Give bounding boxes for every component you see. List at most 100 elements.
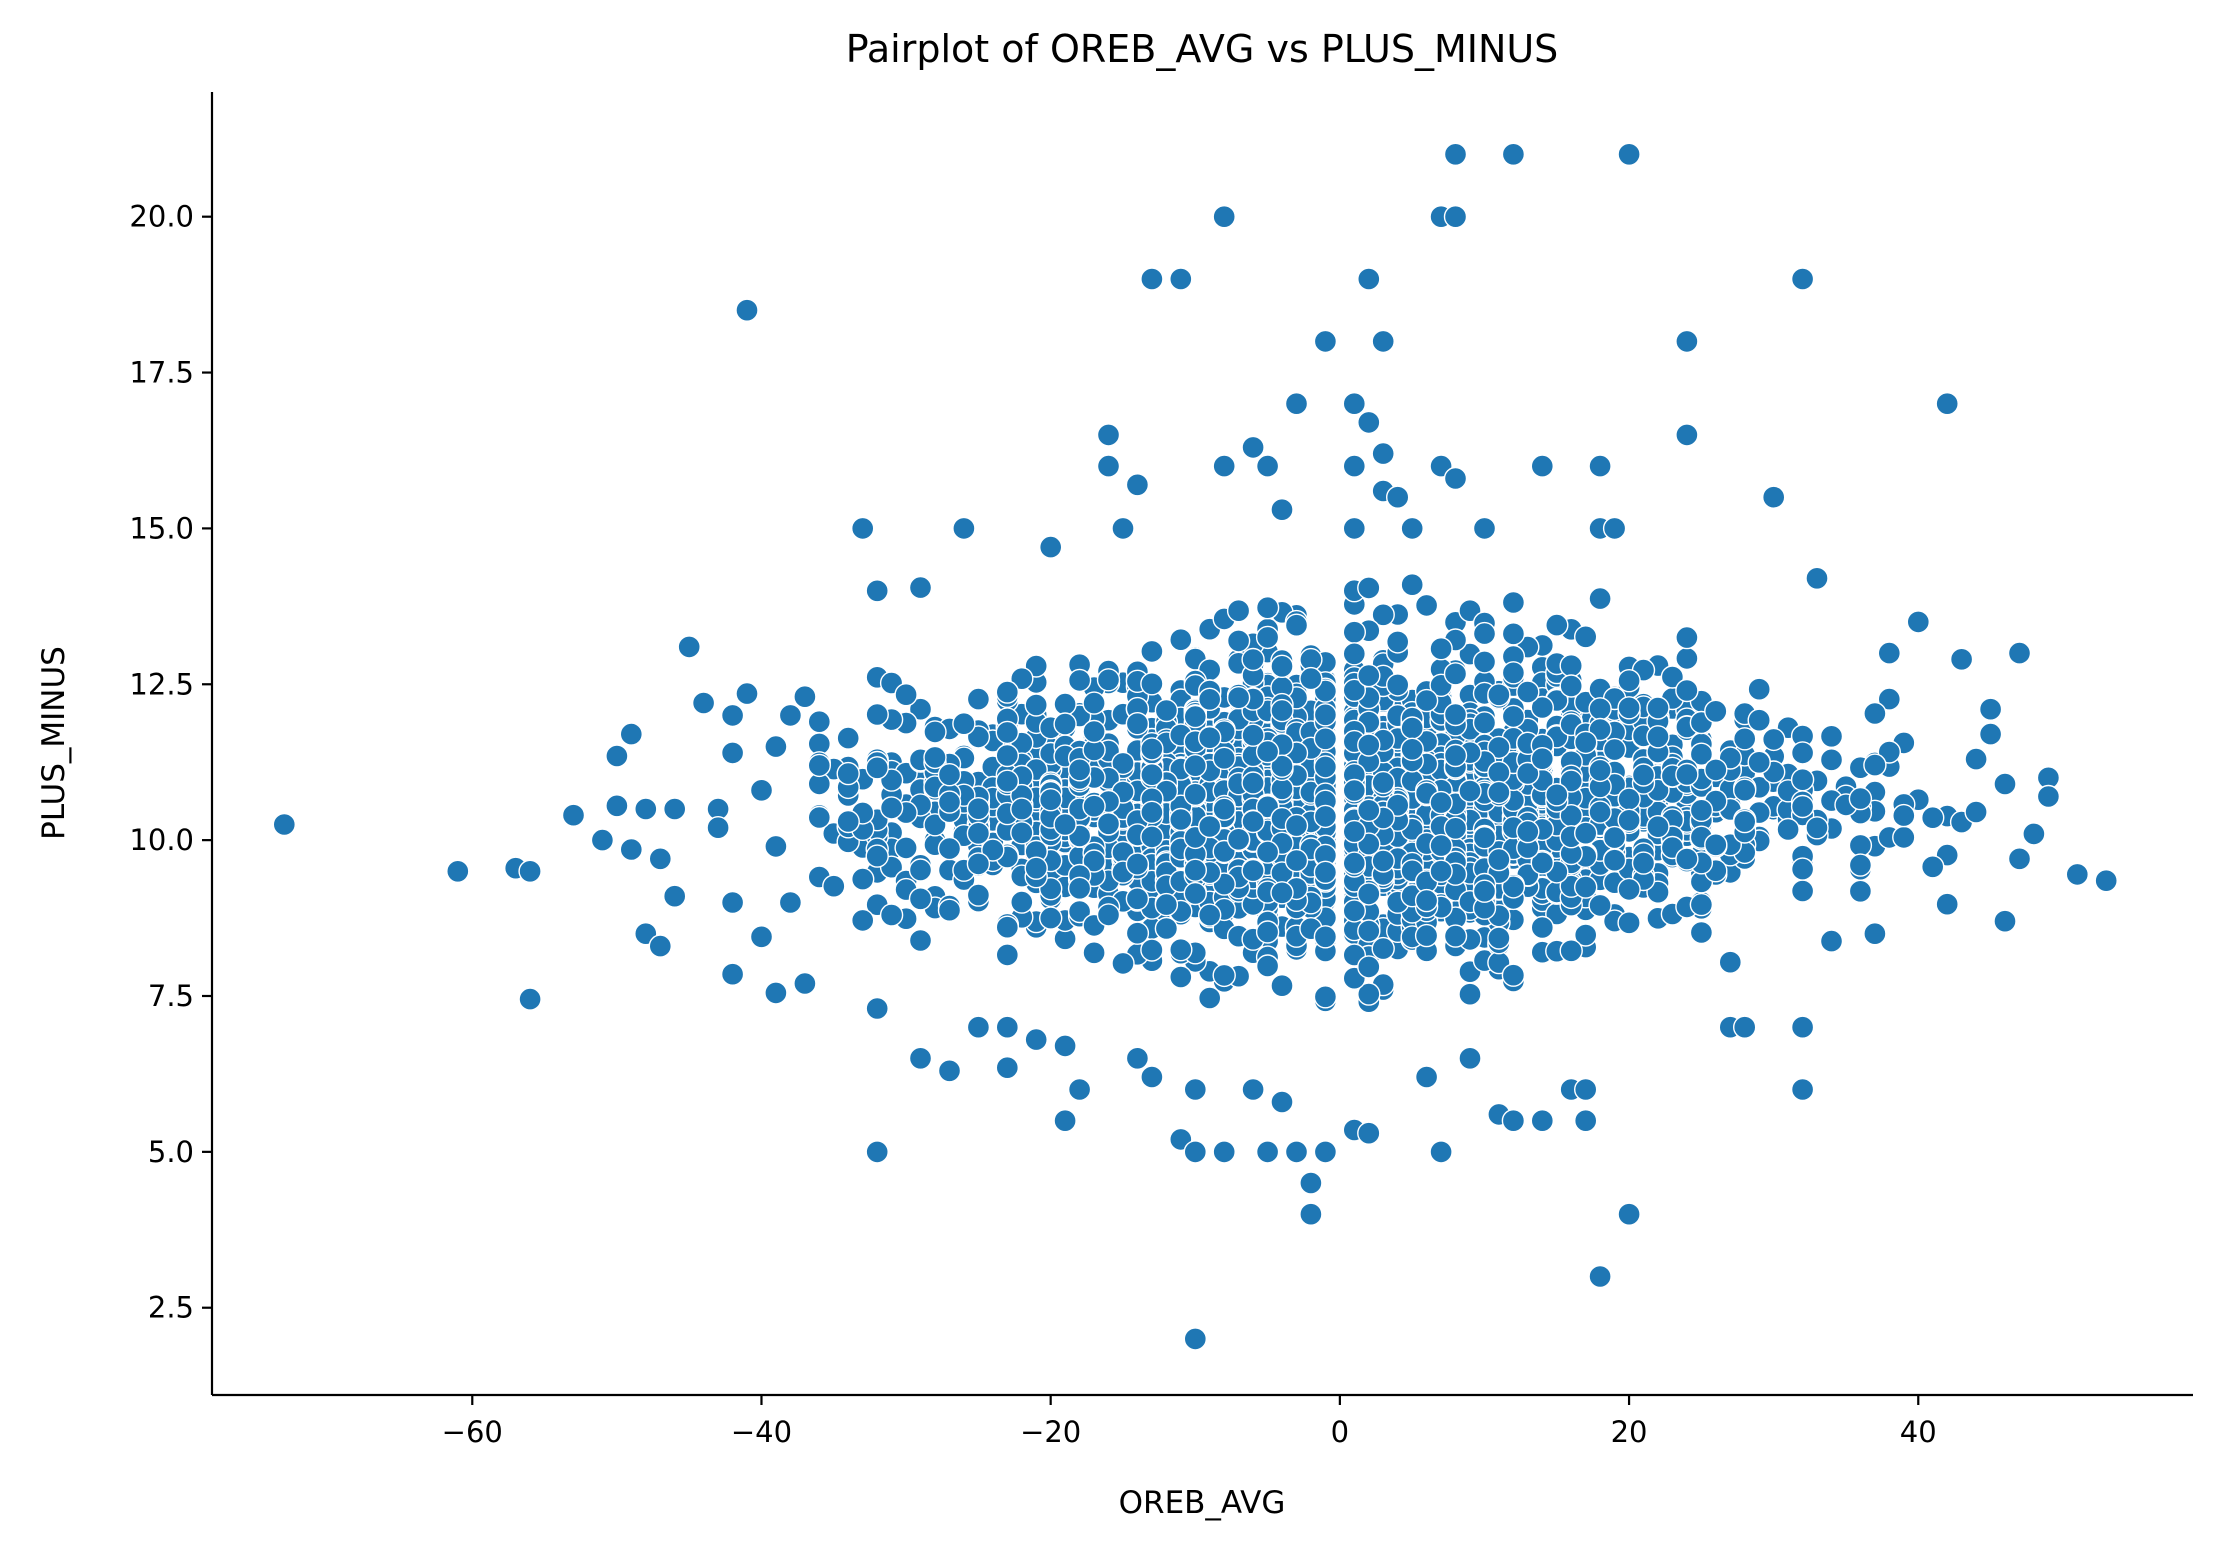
x-axis-label: OREB_AVG xyxy=(1119,1485,1286,1521)
data-point xyxy=(1747,750,1771,774)
y-tick-label: 2.5 xyxy=(148,1291,194,1325)
data-point xyxy=(1414,593,1439,618)
data-point xyxy=(764,981,788,1005)
data-point xyxy=(1559,674,1583,698)
data-point xyxy=(966,852,991,876)
data-point xyxy=(778,890,803,915)
data-point xyxy=(1183,782,1208,806)
data-point xyxy=(1443,142,1468,167)
data-point xyxy=(1978,722,2003,746)
data-point xyxy=(937,763,962,787)
data-point xyxy=(1892,803,1916,828)
data-point xyxy=(1588,893,1612,918)
data-point xyxy=(1588,586,1612,611)
data-point xyxy=(1920,855,1945,879)
data-point xyxy=(1270,974,1294,998)
data-point xyxy=(1284,848,1309,873)
data-point xyxy=(1140,825,1164,849)
data-point xyxy=(1226,629,1251,653)
data-point xyxy=(1487,926,1511,950)
data-point xyxy=(1067,758,1092,782)
data-point xyxy=(764,734,788,759)
data-point xyxy=(1212,963,1236,988)
data-point xyxy=(822,874,846,898)
data-point xyxy=(1400,516,1424,541)
x-tick-label: 40 xyxy=(1900,1415,1937,1449)
data-point xyxy=(720,703,745,728)
data-point xyxy=(1241,647,1265,672)
data-point xyxy=(1357,663,1381,688)
data-point xyxy=(1241,771,1265,795)
data-point xyxy=(1313,925,1338,949)
data-point xyxy=(1617,1202,1641,1226)
data-point xyxy=(1067,899,1092,924)
data-point xyxy=(1270,498,1294,522)
data-point xyxy=(923,720,947,744)
data-point xyxy=(923,813,947,837)
data-point xyxy=(1371,936,1395,961)
data-point xyxy=(1140,737,1164,761)
data-point xyxy=(1140,800,1164,824)
data-point xyxy=(1241,809,1265,834)
data-point xyxy=(1429,859,1453,883)
data-point xyxy=(1429,1140,1453,1164)
data-point xyxy=(1400,573,1424,597)
data-point xyxy=(1053,812,1077,837)
data-point xyxy=(1385,630,1410,654)
x-tick-label: −40 xyxy=(731,1415,792,1449)
data-point xyxy=(1111,751,1135,776)
data-point xyxy=(1183,1140,1208,1164)
data-point xyxy=(1819,724,1844,748)
data-point xyxy=(1125,887,1150,911)
data-point xyxy=(1617,669,1641,693)
data-point xyxy=(1140,763,1164,787)
data-point xyxy=(1284,392,1309,416)
data-point xyxy=(272,812,296,837)
data-point xyxy=(1270,1090,1294,1114)
data-point xyxy=(1631,851,1656,875)
data-point xyxy=(1472,621,1497,646)
data-point xyxy=(1516,819,1540,844)
x-axis-ticks: −60 −40 −20 0 20 40 xyxy=(442,1395,1937,1449)
data-point xyxy=(995,720,1019,745)
data-point xyxy=(1429,790,1453,815)
data-point xyxy=(1530,695,1555,720)
data-point xyxy=(1010,797,1034,821)
data-point xyxy=(764,834,788,859)
data-point xyxy=(1125,921,1150,945)
data-point xyxy=(1906,610,1931,634)
data-point xyxy=(1140,639,1164,664)
data-point xyxy=(937,836,962,861)
data-point xyxy=(1183,754,1208,778)
data-point xyxy=(1342,851,1367,875)
data-point xyxy=(1487,735,1511,760)
data-point xyxy=(1371,849,1395,873)
data-point xyxy=(1877,641,1902,665)
data-point xyxy=(1588,800,1612,824)
data-point xyxy=(1790,1015,1815,1039)
data-point xyxy=(663,797,687,821)
y-axis-ticks: 2.5 5.0 7.5 10.0 12.5 15.0 17.5 20.0 xyxy=(129,200,212,1325)
data-point xyxy=(1776,817,1800,842)
data-point xyxy=(1067,668,1092,693)
data-point xyxy=(1313,860,1338,884)
data-point xyxy=(1226,599,1251,623)
data-point xyxy=(2036,784,2061,809)
data-point xyxy=(908,858,933,882)
data-point xyxy=(1342,392,1367,416)
chart-title: Pairplot of OREB_AVG vs PLUS_MINUS xyxy=(846,27,1559,71)
data-point xyxy=(749,925,774,949)
data-point xyxy=(1140,1065,1164,1089)
data-point xyxy=(1964,800,1988,824)
data-point xyxy=(1848,879,1873,903)
data-point xyxy=(1501,963,1526,987)
data-point xyxy=(793,971,817,996)
data-point xyxy=(1993,772,2017,796)
data-point xyxy=(1371,770,1395,795)
data-point xyxy=(1212,746,1236,770)
data-point xyxy=(1038,535,1063,559)
data-point xyxy=(923,745,947,770)
data-point xyxy=(1530,454,1555,478)
data-point xyxy=(1357,267,1381,291)
